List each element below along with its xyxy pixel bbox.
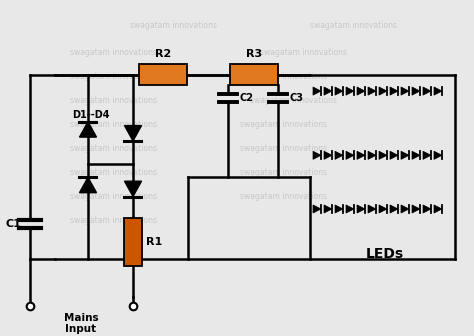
Polygon shape xyxy=(368,205,376,213)
Text: swagatam innovations: swagatam innovations xyxy=(70,192,157,201)
Polygon shape xyxy=(346,151,354,159)
Text: LEDs: LEDs xyxy=(366,247,404,261)
Text: C3: C3 xyxy=(290,93,304,103)
Polygon shape xyxy=(313,205,321,213)
Polygon shape xyxy=(434,87,442,95)
Polygon shape xyxy=(401,87,409,95)
Text: swagatam innovations: swagatam innovations xyxy=(70,216,157,225)
Polygon shape xyxy=(313,87,321,95)
Text: C1: C1 xyxy=(5,219,21,229)
Polygon shape xyxy=(80,122,97,137)
Text: swagatam innovations: swagatam innovations xyxy=(260,48,347,57)
Polygon shape xyxy=(324,151,332,159)
Polygon shape xyxy=(423,205,431,213)
Polygon shape xyxy=(357,151,365,159)
Polygon shape xyxy=(313,151,321,159)
Text: swagatam innovations: swagatam innovations xyxy=(250,96,337,105)
Text: C2: C2 xyxy=(240,93,254,103)
Polygon shape xyxy=(434,205,442,213)
Text: swagatam innovations: swagatam innovations xyxy=(70,48,157,57)
Polygon shape xyxy=(401,151,409,159)
Text: swagatam innovations: swagatam innovations xyxy=(70,144,157,153)
Polygon shape xyxy=(335,205,343,213)
Polygon shape xyxy=(346,205,354,213)
Text: swagatam innovations: swagatam innovations xyxy=(240,192,327,201)
Polygon shape xyxy=(125,126,142,141)
Bar xyxy=(124,218,142,265)
Polygon shape xyxy=(324,205,332,213)
Polygon shape xyxy=(412,87,420,95)
Bar xyxy=(139,64,187,85)
Text: Mains
Input: Mains Input xyxy=(64,312,98,334)
Polygon shape xyxy=(434,151,442,159)
Polygon shape xyxy=(412,205,420,213)
Polygon shape xyxy=(390,205,398,213)
Text: swagatam innovations: swagatam innovations xyxy=(130,21,217,30)
Polygon shape xyxy=(379,151,387,159)
Text: swagatam innovations: swagatam innovations xyxy=(310,21,397,30)
Polygon shape xyxy=(423,87,431,95)
Text: swagatam innovations: swagatam innovations xyxy=(240,120,327,129)
Text: R1: R1 xyxy=(146,237,162,247)
Text: swagatam innovations: swagatam innovations xyxy=(240,144,327,153)
Text: swagatam innovations: swagatam innovations xyxy=(240,168,327,177)
Text: swagatam innovations: swagatam innovations xyxy=(70,72,157,81)
Polygon shape xyxy=(335,151,343,159)
Text: swagatam innovations: swagatam innovations xyxy=(70,96,157,105)
Polygon shape xyxy=(368,151,376,159)
Polygon shape xyxy=(379,87,387,95)
Text: D1--D4: D1--D4 xyxy=(72,110,109,120)
Text: R2: R2 xyxy=(155,49,171,59)
Polygon shape xyxy=(412,151,420,159)
Text: swagatam innovations: swagatam innovations xyxy=(240,72,327,81)
Polygon shape xyxy=(368,87,376,95)
Polygon shape xyxy=(423,151,431,159)
Text: R3: R3 xyxy=(246,49,262,59)
Polygon shape xyxy=(346,87,354,95)
Polygon shape xyxy=(80,177,97,193)
Polygon shape xyxy=(357,205,365,213)
Polygon shape xyxy=(357,87,365,95)
Polygon shape xyxy=(390,87,398,95)
Polygon shape xyxy=(335,87,343,95)
Polygon shape xyxy=(401,205,409,213)
Polygon shape xyxy=(324,87,332,95)
Text: swagatam innovations: swagatam innovations xyxy=(70,168,157,177)
Polygon shape xyxy=(379,205,387,213)
Polygon shape xyxy=(390,151,398,159)
Polygon shape xyxy=(125,181,142,197)
Bar xyxy=(230,64,278,85)
Text: swagatam innovations: swagatam innovations xyxy=(70,120,157,129)
